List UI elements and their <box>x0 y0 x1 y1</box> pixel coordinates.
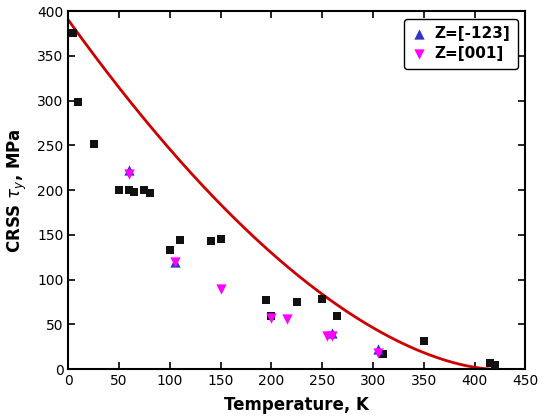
Point <box>262 297 271 304</box>
Z=[001] <box>323 333 332 339</box>
Y-axis label: CRSS $\tau_y$, MPa: CRSS $\tau_y$, MPa <box>5 128 29 252</box>
Point <box>267 312 276 319</box>
X-axis label: Temperature, K: Temperature, K <box>224 396 369 415</box>
Point <box>69 30 78 37</box>
Point <box>379 351 387 357</box>
Z=[001] <box>267 315 276 322</box>
Z=[001] <box>328 333 337 339</box>
Point <box>217 236 225 243</box>
Point <box>165 247 174 254</box>
Point <box>115 187 123 194</box>
Z=[-123] <box>374 345 382 352</box>
Point <box>130 189 139 195</box>
Legend: Z=[-123], Z=[001]: Z=[-123], Z=[001] <box>404 19 518 68</box>
Point <box>333 312 342 319</box>
Z=[001] <box>171 258 180 265</box>
Point <box>491 362 499 368</box>
Z=[001] <box>282 316 291 323</box>
Point <box>485 360 494 366</box>
Point <box>206 238 215 244</box>
Point <box>318 296 326 303</box>
Point <box>145 189 154 196</box>
Z=[-123] <box>171 258 180 265</box>
Point <box>419 337 428 344</box>
Point <box>89 140 98 147</box>
Point <box>176 237 184 244</box>
Z=[001] <box>217 285 225 292</box>
Z=[001] <box>374 350 382 357</box>
Z=[-123] <box>328 330 337 337</box>
Z=[-123] <box>125 167 134 174</box>
Point <box>140 187 149 194</box>
Point <box>74 99 83 106</box>
Z=[001] <box>125 171 134 177</box>
Point <box>293 299 301 305</box>
Point <box>125 187 134 194</box>
